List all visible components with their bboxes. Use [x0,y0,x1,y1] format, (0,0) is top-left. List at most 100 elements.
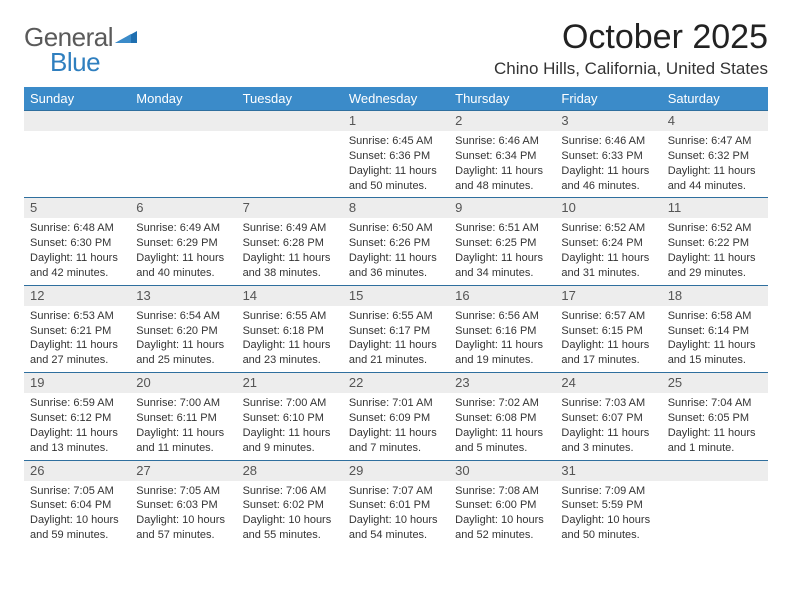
calendar-day-cell: 8Sunrise: 6:50 AMSunset: 6:26 PMDaylight… [343,198,449,285]
calendar-day-cell: 16Sunrise: 6:56 AMSunset: 6:16 PMDayligh… [449,285,555,372]
calendar-day-cell: 26Sunrise: 7:05 AMSunset: 6:04 PMDayligh… [24,460,130,547]
day-content: Sunrise: 7:00 AMSunset: 6:11 PMDaylight:… [130,393,236,459]
daylight-line1: Daylight: 11 hours [455,164,549,179]
calendar-day-cell: 18Sunrise: 6:58 AMSunset: 6:14 PMDayligh… [662,285,768,372]
daylight-line1: Daylight: 10 hours [30,513,124,528]
day-content: Sunrise: 6:58 AMSunset: 6:14 PMDaylight:… [662,306,768,372]
daylight-line1: Daylight: 11 hours [561,251,655,266]
daylight-line1: Daylight: 11 hours [455,426,549,441]
daylight-line2: and 50 minutes. [561,528,655,543]
day-number: 8 [343,198,449,218]
sunset-text: Sunset: 6:14 PM [668,324,762,339]
sunrise-text: Sunrise: 7:05 AM [136,484,230,499]
day-content: Sunrise: 7:07 AMSunset: 6:01 PMDaylight:… [343,481,449,547]
sunset-text: Sunset: 6:12 PM [30,411,124,426]
sunset-text: Sunset: 6:22 PM [668,236,762,251]
daylight-line2: and 25 minutes. [136,353,230,368]
daylight-line1: Daylight: 11 hours [668,164,762,179]
daylight-line2: and 36 minutes. [349,266,443,281]
weekday-header: Tuesday [237,87,343,111]
sunrise-text: Sunrise: 6:46 AM [455,134,549,149]
sunset-text: Sunset: 6:20 PM [136,324,230,339]
location: Chino Hills, California, United States [494,59,768,79]
sunrise-text: Sunrise: 6:49 AM [243,221,337,236]
day-number: 30 [449,461,555,481]
daylight-line1: Daylight: 11 hours [136,251,230,266]
daylight-line2: and 1 minute. [668,441,762,456]
daylight-line1: Daylight: 10 hours [136,513,230,528]
sunset-text: Sunset: 6:08 PM [455,411,549,426]
calendar-day-cell: 23Sunrise: 7:02 AMSunset: 6:08 PMDayligh… [449,373,555,460]
daylight-line2: and 52 minutes. [455,528,549,543]
daylight-line1: Daylight: 11 hours [30,426,124,441]
sunrise-text: Sunrise: 6:56 AM [455,309,549,324]
sunset-text: Sunset: 6:26 PM [349,236,443,251]
calendar-table: Sunday Monday Tuesday Wednesday Thursday… [24,87,768,547]
day-content: Sunrise: 6:57 AMSunset: 6:15 PMDaylight:… [555,306,661,372]
sunset-text: Sunset: 6:33 PM [561,149,655,164]
sunrise-text: Sunrise: 6:59 AM [30,396,124,411]
title-block: October 2025 Chino Hills, California, Un… [494,18,768,79]
sunrise-text: Sunrise: 7:09 AM [561,484,655,499]
day-number: 16 [449,286,555,306]
sunrise-text: Sunrise: 6:57 AM [561,309,655,324]
daylight-line1: Daylight: 11 hours [243,426,337,441]
calendar-day-cell: 29Sunrise: 7:07 AMSunset: 6:01 PMDayligh… [343,460,449,547]
calendar-week-row: 12Sunrise: 6:53 AMSunset: 6:21 PMDayligh… [24,285,768,372]
sunset-text: Sunset: 6:29 PM [136,236,230,251]
day-number: 18 [662,286,768,306]
daylight-line2: and 31 minutes. [561,266,655,281]
daylight-line2: and 34 minutes. [455,266,549,281]
daylight-line1: Daylight: 11 hours [455,251,549,266]
day-content: Sunrise: 6:50 AMSunset: 6:26 PMDaylight:… [343,218,449,284]
header: General Blue October 2025 Chino Hills, C… [24,18,768,79]
day-number: 5 [24,198,130,218]
month-title: October 2025 [494,18,768,57]
daylight-line2: and 40 minutes. [136,266,230,281]
daylight-line1: Daylight: 10 hours [243,513,337,528]
calendar-day-cell: 5Sunrise: 6:48 AMSunset: 6:30 PMDaylight… [24,198,130,285]
daylight-line1: Daylight: 11 hours [668,251,762,266]
sunset-text: Sunset: 6:01 PM [349,498,443,513]
sunrise-text: Sunrise: 6:45 AM [349,134,443,149]
weekday-header: Sunday [24,87,130,111]
daylight-line2: and 46 minutes. [561,179,655,194]
calendar-day-cell: 6Sunrise: 6:49 AMSunset: 6:29 PMDaylight… [130,198,236,285]
calendar-day-cell: 2Sunrise: 6:46 AMSunset: 6:34 PMDaylight… [449,111,555,198]
daylight-line1: Daylight: 11 hours [455,338,549,353]
sunset-text: Sunset: 5:59 PM [561,498,655,513]
sunrise-text: Sunrise: 7:01 AM [349,396,443,411]
sunset-text: Sunset: 6:02 PM [243,498,337,513]
daylight-line2: and 54 minutes. [349,528,443,543]
sunrise-text: Sunrise: 7:00 AM [136,396,230,411]
calendar-day-cell: 19Sunrise: 6:59 AMSunset: 6:12 PMDayligh… [24,373,130,460]
sunset-text: Sunset: 6:21 PM [30,324,124,339]
sunset-text: Sunset: 6:24 PM [561,236,655,251]
calendar-day-cell: 22Sunrise: 7:01 AMSunset: 6:09 PMDayligh… [343,373,449,460]
day-content: Sunrise: 6:47 AMSunset: 6:32 PMDaylight:… [662,131,768,197]
day-number: 28 [237,461,343,481]
calendar-day-cell: 11Sunrise: 6:52 AMSunset: 6:22 PMDayligh… [662,198,768,285]
calendar-week-row: 5Sunrise: 6:48 AMSunset: 6:30 PMDaylight… [24,198,768,285]
daylight-line2: and 11 minutes. [136,441,230,456]
daylight-line2: and 38 minutes. [243,266,337,281]
calendar-day-cell: 10Sunrise: 6:52 AMSunset: 6:24 PMDayligh… [555,198,661,285]
calendar-day-cell: 21Sunrise: 7:00 AMSunset: 6:10 PMDayligh… [237,373,343,460]
sunset-text: Sunset: 6:30 PM [30,236,124,251]
daylight-line1: Daylight: 11 hours [136,426,230,441]
day-content: Sunrise: 6:45 AMSunset: 6:36 PMDaylight:… [343,131,449,197]
day-content: Sunrise: 7:06 AMSunset: 6:02 PMDaylight:… [237,481,343,547]
daylight-line1: Daylight: 11 hours [668,426,762,441]
day-number [24,111,130,131]
calendar-day-cell: 24Sunrise: 7:03 AMSunset: 6:07 PMDayligh… [555,373,661,460]
weekday-header: Thursday [449,87,555,111]
daylight-line2: and 23 minutes. [243,353,337,368]
calendar-day-cell: 4Sunrise: 6:47 AMSunset: 6:32 PMDaylight… [662,111,768,198]
sunrise-text: Sunrise: 6:54 AM [136,309,230,324]
daylight-line2: and 3 minutes. [561,441,655,456]
day-content: Sunrise: 6:53 AMSunset: 6:21 PMDaylight:… [24,306,130,372]
calendar-day-cell: 9Sunrise: 6:51 AMSunset: 6:25 PMDaylight… [449,198,555,285]
day-content: Sunrise: 7:08 AMSunset: 6:00 PMDaylight:… [449,481,555,547]
daylight-line2: and 44 minutes. [668,179,762,194]
day-number: 14 [237,286,343,306]
